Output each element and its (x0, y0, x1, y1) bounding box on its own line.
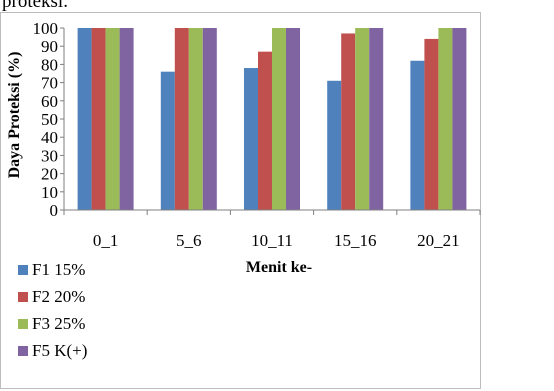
bar (327, 80, 342, 210)
bar (341, 33, 356, 211)
bar (424, 38, 439, 210)
bar (244, 68, 258, 210)
x-tick-label: 15_16 (334, 231, 377, 250)
bar (160, 71, 175, 211)
legend-swatch (18, 264, 28, 275)
legend-label: F5 K(+) (32, 340, 88, 360)
y-tick-label: 60 (41, 92, 58, 111)
y-tick-label: 0 (50, 201, 59, 220)
y-tick-label: 30 (41, 146, 58, 165)
header-text: proteksi. (2, 0, 68, 12)
bar (105, 28, 120, 210)
bar (438, 28, 453, 210)
bar (258, 51, 272, 210)
y-tick-label: 10 (41, 183, 58, 202)
bar (355, 28, 370, 210)
y-tick-label: 50 (41, 110, 58, 129)
legend-swatch (18, 291, 28, 302)
bar (91, 28, 106, 210)
legend-label: F1 15% (32, 259, 86, 279)
bar (369, 28, 384, 210)
bar (202, 28, 217, 210)
y-axis-title: Daya Proteksi (%) (6, 52, 23, 179)
x-axis-title: Menit ke- (246, 259, 312, 276)
bar (286, 28, 300, 210)
y-tick-label: 80 (41, 55, 58, 74)
y-tick-label: 70 (41, 74, 58, 93)
legend-swatch (18, 318, 28, 329)
chart-legend: F1 15% F2 20% F3 25% F5 K(+) (18, 256, 87, 364)
bar (452, 28, 467, 210)
x-tick-label: 0_1 (93, 231, 119, 250)
legend-item: F5 K(+) (18, 337, 87, 364)
legend-item: F2 20% (18, 283, 87, 310)
legend-swatch (18, 345, 28, 356)
bar (410, 60, 425, 211)
legend-item: F1 15% (18, 256, 87, 283)
chart-frame (0, 12, 481, 389)
y-tick-label: 20 (41, 165, 58, 184)
legend-label: F3 25% (32, 313, 86, 333)
x-tick-label: 5_6 (176, 231, 202, 250)
bar (272, 28, 286, 210)
y-tick-label: 100 (33, 19, 59, 38)
x-tick-label: 20_21 (417, 231, 460, 250)
legend-label: F2 20% (32, 286, 86, 306)
x-tick-label: 10_11 (251, 231, 293, 250)
y-tick-label: 90 (41, 37, 58, 56)
bar (174, 28, 189, 210)
bar (188, 28, 203, 210)
bar (77, 28, 92, 210)
y-tick-label: 40 (41, 128, 58, 147)
legend-item: F3 25% (18, 310, 87, 337)
bar (119, 28, 134, 210)
